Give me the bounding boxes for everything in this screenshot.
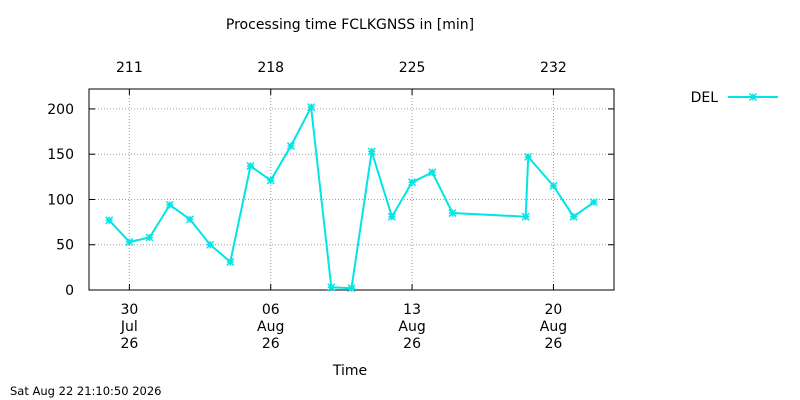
data-point bbox=[387, 212, 396, 221]
data-point bbox=[408, 178, 417, 187]
x-tick-label: 06 bbox=[262, 302, 280, 318]
data-point bbox=[521, 212, 530, 221]
y-tick-label: 0 bbox=[65, 283, 74, 299]
data-point bbox=[524, 152, 533, 161]
x-top-tick-label: 211 bbox=[116, 60, 143, 76]
data-point bbox=[367, 147, 376, 156]
x-tick-label: 30 bbox=[120, 302, 138, 318]
legend: DEL bbox=[691, 90, 778, 106]
legend-marker-star bbox=[748, 92, 758, 102]
data-point bbox=[448, 209, 457, 218]
data-point bbox=[206, 240, 215, 249]
timestamp: Sat Aug 22 21:10:50 2026 bbox=[10, 384, 161, 398]
series-layer bbox=[105, 103, 598, 293]
y-tick-label: 150 bbox=[47, 147, 74, 163]
x-axis-label: Time bbox=[332, 363, 367, 379]
data-point bbox=[589, 198, 598, 207]
y-tick-label: 50 bbox=[56, 238, 74, 254]
x-top-tick-label: 218 bbox=[257, 60, 284, 76]
data-point bbox=[125, 237, 134, 247]
data-point bbox=[226, 257, 235, 266]
y-tick-label: 200 bbox=[47, 102, 74, 118]
data-point bbox=[185, 215, 194, 224]
data-point bbox=[347, 284, 356, 293]
x-tick-label: 13 bbox=[403, 302, 421, 318]
x-tick-label: 26 bbox=[545, 336, 563, 352]
x-tick-label: Aug bbox=[540, 319, 567, 335]
x-tick-label: Aug bbox=[398, 319, 425, 335]
x-top-tick-label: 232 bbox=[540, 60, 567, 76]
axes: 05010015020030Jul2606Aug2613Aug2620Aug26… bbox=[47, 60, 614, 352]
data-point bbox=[105, 216, 114, 225]
grid bbox=[89, 89, 614, 291]
legend-label-del: DEL bbox=[691, 90, 719, 106]
x-top-tick-label: 225 bbox=[399, 60, 426, 76]
series-line-del bbox=[108, 103, 595, 290]
data-point bbox=[246, 161, 255, 170]
x-tick-label: 26 bbox=[403, 336, 421, 352]
data-point bbox=[428, 168, 437, 177]
x-tick-label: 20 bbox=[545, 302, 563, 318]
data-point bbox=[266, 176, 275, 185]
chart-title: Processing time FCLKGNSS in [min] bbox=[226, 17, 474, 33]
data-point bbox=[286, 142, 295, 151]
x-tick-label: 26 bbox=[262, 336, 280, 352]
x-tick-label: Aug bbox=[257, 319, 284, 335]
data-point bbox=[569, 212, 578, 221]
plot-frame bbox=[88, 88, 615, 291]
data-point bbox=[165, 200, 174, 209]
legend-marker-del bbox=[748, 92, 758, 102]
x-tick-label: 26 bbox=[120, 336, 138, 352]
y-tick-label: 100 bbox=[47, 192, 74, 208]
data-point bbox=[307, 103, 316, 112]
data-point bbox=[549, 181, 558, 190]
x-tick-label: Jul bbox=[120, 319, 138, 335]
data-point bbox=[327, 283, 336, 292]
data-point bbox=[145, 233, 154, 242]
